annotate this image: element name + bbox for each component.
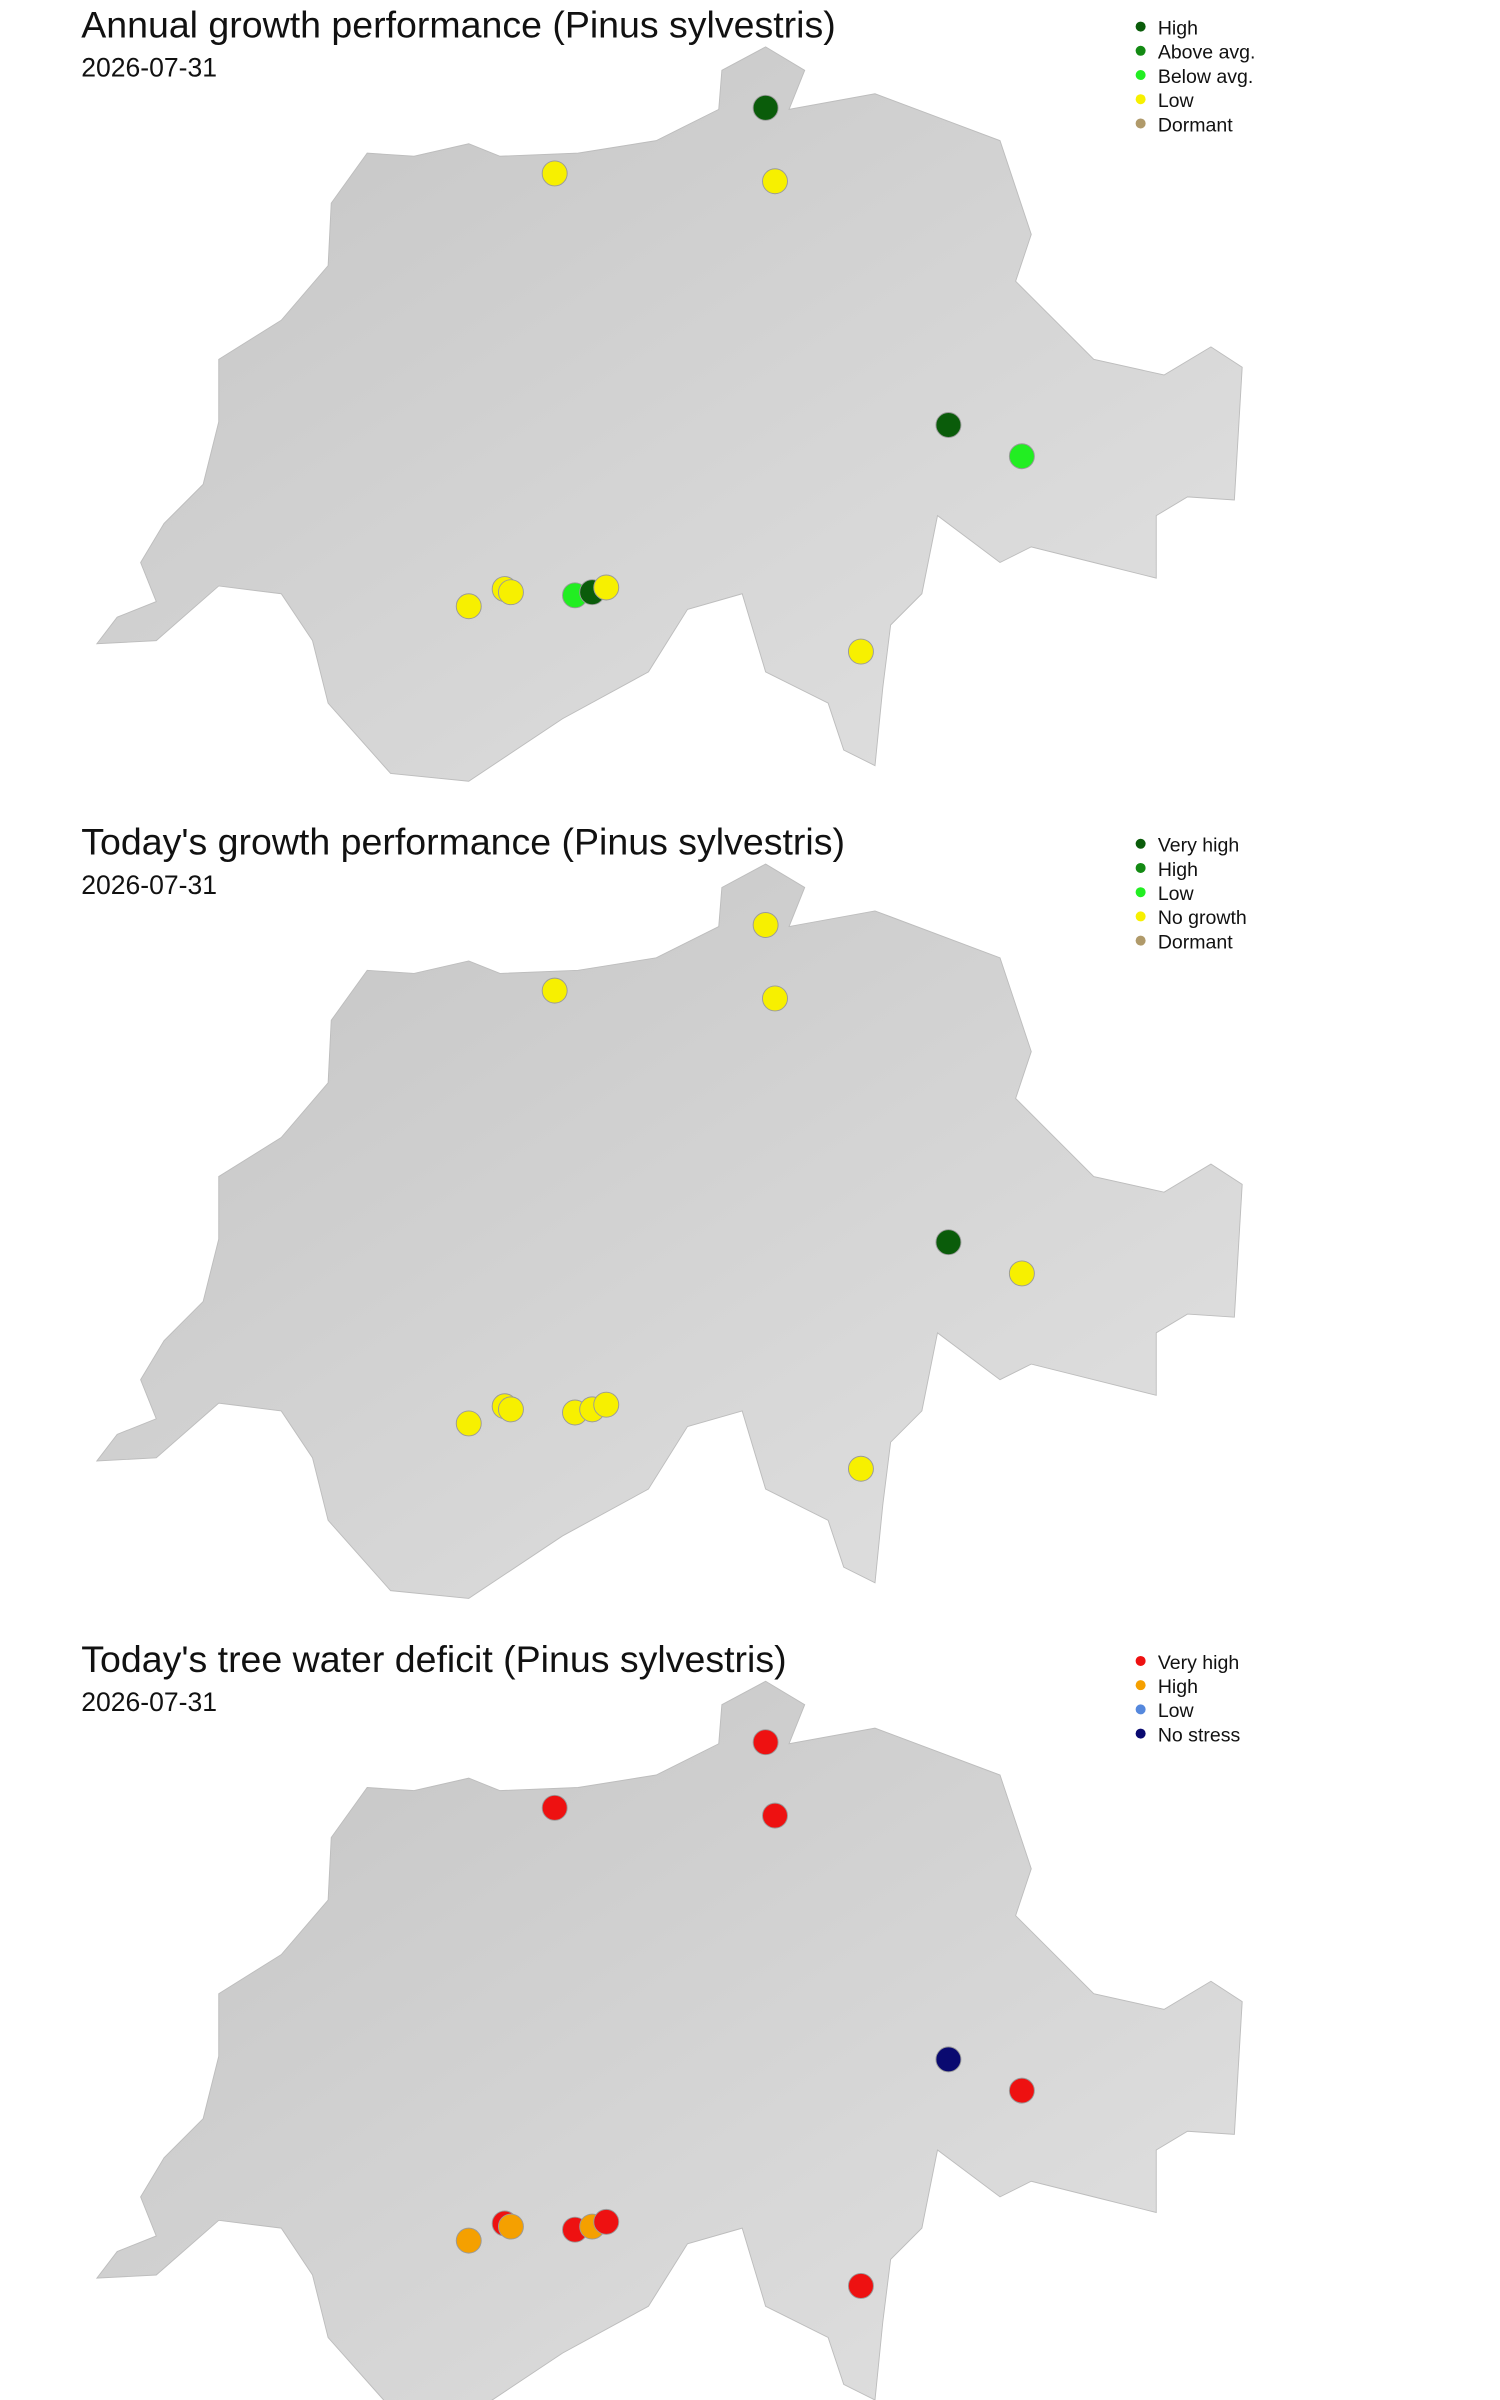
legend-dot: [1135, 21, 1146, 32]
legend-label: High: [1158, 859, 1198, 881]
legend-label: No stress: [1158, 1724, 1241, 1746]
map-title: Today's growth performance (Pinus sylves…: [81, 821, 845, 863]
site-marker: [593, 574, 620, 601]
site-marker: [1008, 1260, 1035, 1287]
legend-dot: [1135, 45, 1146, 56]
site-marker: [752, 94, 779, 121]
legend-label: Low: [1158, 90, 1195, 112]
site-marker: [752, 1729, 779, 1756]
site-marker: [593, 2208, 620, 2235]
legend-label: Very high: [1158, 1652, 1239, 1674]
site-marker: [935, 1229, 962, 1256]
site-marker: [847, 2272, 874, 2299]
site-marker: [935, 412, 962, 438]
site-marker: [593, 1391, 620, 1418]
map-panel: Annual growth performance (Pinus sylvest…: [81, 4, 1255, 782]
site-marker: [497, 1396, 524, 1423]
legend-label: Above avg.: [1158, 42, 1256, 64]
legend-dot: [1135, 887, 1146, 898]
map-panel: Today's tree water deficit (Pinus sylves…: [81, 1638, 1243, 2400]
site-marker: [1008, 443, 1035, 470]
legend-dot: [1135, 70, 1146, 80]
site-marker: [935, 2046, 962, 2073]
map-title: Annual growth performance (Pinus sylvest…: [81, 4, 835, 46]
legend-label: Low: [1158, 1700, 1195, 1722]
legend-dot: [1135, 838, 1146, 849]
legend-label: Below avg.: [1158, 66, 1253, 88]
country-outline: [95, 863, 1243, 1599]
legend-dot: [1135, 862, 1146, 873]
legend-label: Dormant: [1158, 931, 1233, 953]
site-marker: [541, 1794, 568, 1821]
site-marker: [455, 2227, 482, 2254]
legend-dot: [1135, 1680, 1146, 1691]
map-date: 2026-07-31: [81, 53, 217, 83]
map-panel: Today's growth performance (Pinus sylves…: [81, 821, 1247, 1599]
legend-dot: [1135, 94, 1146, 105]
site-marker: [541, 977, 568, 1004]
legend-dot: [1135, 935, 1146, 946]
site-marker: [847, 1455, 874, 1482]
site-marker: [541, 160, 568, 187]
site-marker: [847, 638, 874, 665]
legend-dot: [1135, 1728, 1146, 1739]
map-date: 2026-07-31: [81, 1687, 217, 1717]
site-marker: [762, 168, 788, 195]
country-outline: [95, 46, 1243, 782]
legend-label: High: [1158, 17, 1198, 39]
legend-label: Low: [1158, 883, 1195, 905]
legend-label: High: [1158, 1676, 1198, 1698]
site-marker: [762, 1802, 788, 1829]
country-outline: [95, 1680, 1243, 2400]
legend-dot: [1135, 1655, 1146, 1666]
site-marker: [752, 912, 779, 938]
site-marker: [762, 985, 788, 1012]
site-marker: [497, 579, 524, 606]
legend-dot: [1135, 1704, 1146, 1715]
site-marker: [1008, 2077, 1035, 2104]
legend-label: Very high: [1158, 835, 1239, 857]
site-marker: [455, 1410, 482, 1437]
site-marker: [497, 2213, 524, 2240]
legend-dot: [1135, 911, 1146, 922]
legend-dot: [1135, 118, 1146, 129]
site-marker: [455, 593, 482, 620]
legend-label: No growth: [1158, 907, 1247, 929]
map-date: 2026-07-31: [81, 870, 217, 900]
legend-label: Dormant: [1158, 114, 1233, 136]
map-title: Today's tree water deficit (Pinus sylves…: [81, 1638, 786, 1680]
